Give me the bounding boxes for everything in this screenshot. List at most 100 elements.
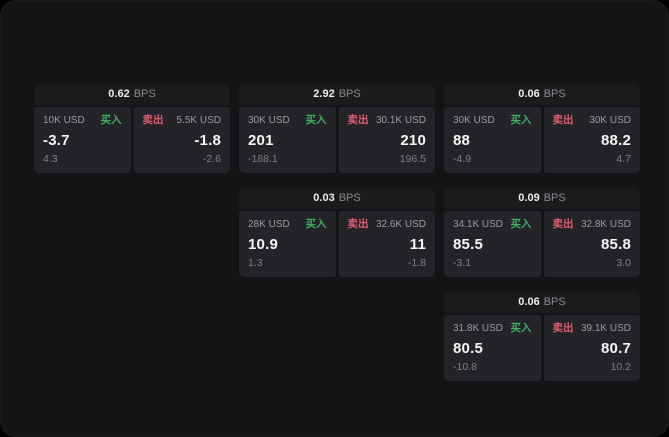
sell-panel[interactable]: 卖出 5.5K USD -1.8 -2.6	[133, 107, 230, 173]
quote-card: 0.62 BPS 10K USD 买入 -3.7 4.3 卖出 5.5K USD	[34, 84, 230, 173]
sell-price: 85.8	[601, 235, 631, 253]
buy-sub-value: 4.3	[43, 153, 58, 165]
sell-label: 卖出	[347, 218, 369, 230]
sell-amount: 32.8K USD	[580, 219, 631, 230]
sell-price: 80.7	[601, 339, 631, 357]
buy-label: 买入	[510, 218, 532, 230]
card-header: 0.06 BPS	[444, 292, 640, 313]
buy-amount: 10K USD	[43, 115, 85, 126]
sell-sub-value: 196.5	[399, 153, 426, 165]
buy-price: 10.9	[248, 235, 278, 253]
bps-unit-label: BPS	[543, 192, 566, 204]
sell-label: 卖出	[552, 218, 574, 230]
quote-card: 0.06 BPS 31.8K USD 买入 80.5 -10.8 卖出 39.1K…	[444, 292, 640, 381]
sell-panel-top: 卖出 39.1K USD	[553, 322, 632, 335]
quote-panels: 10K USD 买入 -3.7 4.3 卖出 5.5K USD -1.8 -2.…	[34, 107, 230, 173]
sell-sub-value: 10.2	[610, 361, 631, 373]
buy-panel-top: 31.8K USD 买入	[453, 322, 532, 335]
buy-panel-top: 30K USD 买入	[453, 114, 532, 127]
sell-label: 卖出	[552, 322, 574, 334]
buy-panel-top: 10K USD 买入	[43, 114, 122, 127]
quote-panels: 30K USD 买入 88 -4.9 卖出 30K USD 88.2 4.7	[444, 107, 640, 173]
bps-value: 0.09	[518, 192, 540, 204]
quote-panels: 30K USD 买入 201 -188.1 卖出 30.1K USD 210 1…	[239, 107, 435, 173]
buy-panel[interactable]: 31.8K USD 买入 80.5 -10.8	[444, 315, 541, 381]
buy-sub-value: 1.3	[248, 257, 263, 269]
sell-sub-value: -2.6	[202, 153, 221, 165]
cards-grid: 0.62 BPS 10K USD 买入 -3.7 4.3 卖出 5.5K USD	[34, 84, 640, 381]
buy-panel-top: 34.1K USD 买入	[453, 218, 532, 231]
buy-label: 买入	[510, 322, 532, 334]
buy-sub-value: -4.9	[453, 153, 472, 165]
buy-label: 买入	[510, 114, 532, 126]
buy-panel-top: 28K USD 买入	[248, 218, 327, 231]
buy-amount: 34.1K USD	[453, 219, 504, 230]
bps-unit-label: BPS	[338, 88, 361, 100]
buy-sub-value: -10.8	[453, 361, 477, 373]
sell-price: 210	[400, 131, 426, 149]
buy-price: 201	[248, 131, 274, 149]
buy-amount: 31.8K USD	[453, 323, 504, 334]
buy-price: 85.5	[453, 235, 483, 253]
card-header: 0.06 BPS	[444, 84, 640, 105]
sell-amount: 30.1K USD	[375, 115, 426, 126]
buy-label: 买入	[305, 218, 327, 230]
sell-sub-value: 4.7	[616, 153, 631, 165]
sell-panel-top: 卖出 32.8K USD	[553, 218, 632, 231]
quote-panels: 31.8K USD 买入 80.5 -10.8 卖出 39.1K USD 80.…	[444, 315, 640, 381]
bps-unit-label: BPS	[338, 192, 361, 204]
card-header: 2.92 BPS	[239, 84, 435, 105]
sell-panel-top: 卖出 32.6K USD	[348, 218, 427, 231]
sell-amount: 39.1K USD	[580, 323, 631, 334]
buy-amount: 30K USD	[248, 115, 290, 126]
bps-value: 2.92	[313, 88, 335, 100]
sell-panel[interactable]: 卖出 39.1K USD 80.7 10.2	[543, 315, 640, 381]
quote-card: 0.06 BPS 30K USD 买入 88 -4.9 卖出 30K USD	[444, 84, 640, 173]
sell-panel[interactable]: 卖出 30.1K USD 210 196.5	[338, 107, 435, 173]
quote-card: 0.03 BPS 28K USD 买入 10.9 1.3 卖出 32.6K USD	[239, 188, 435, 277]
card-header: 0.09 BPS	[444, 188, 640, 209]
bps-unit-label: BPS	[543, 296, 566, 308]
sell-amount: 30K USD	[589, 115, 631, 126]
bps-value: 0.03	[313, 192, 335, 204]
quote-panels: 34.1K USD 买入 85.5 -3.1 卖出 32.8K USD 85.8…	[444, 211, 640, 277]
card-header: 0.03 BPS	[239, 188, 435, 209]
card-header: 0.62 BPS	[34, 84, 230, 105]
bps-unit-label: BPS	[543, 88, 566, 100]
bps-value: 0.06	[518, 296, 540, 308]
buy-panel[interactable]: 28K USD 买入 10.9 1.3	[239, 211, 336, 277]
sell-sub-value: 3.0	[616, 257, 631, 269]
sell-panel-top: 卖出 30.1K USD	[348, 114, 427, 127]
sell-panel[interactable]: 卖出 32.6K USD 11 -1.8	[338, 211, 435, 277]
sell-panel[interactable]: 卖出 32.8K USD 85.8 3.0	[543, 211, 640, 277]
buy-label: 买入	[305, 114, 327, 126]
buy-sub-value: -3.1	[453, 257, 472, 269]
buy-amount: 28K USD	[248, 219, 290, 230]
sell-amount: 5.5K USD	[176, 115, 221, 126]
bps-unit-label: BPS	[133, 88, 156, 100]
buy-panel[interactable]: 30K USD 买入 201 -188.1	[239, 107, 336, 173]
sell-label: 卖出	[347, 114, 369, 126]
buy-price: 88	[453, 131, 471, 149]
buy-panel[interactable]: 30K USD 买入 88 -4.9	[444, 107, 541, 173]
buy-sub-value: -188.1	[248, 153, 278, 165]
sell-sub-value: -1.8	[407, 257, 426, 269]
sell-amount: 32.6K USD	[375, 219, 426, 230]
quote-card: 0.09 BPS 34.1K USD 买入 85.5 -3.1 卖出 32.8K …	[444, 188, 640, 277]
sell-price: 88.2	[601, 131, 631, 149]
quote-card: 2.92 BPS 30K USD 买入 201 -188.1 卖出 30.1K U…	[239, 84, 435, 173]
buy-panel-top: 30K USD 买入	[248, 114, 327, 127]
buy-panel[interactable]: 34.1K USD 买入 85.5 -3.1	[444, 211, 541, 277]
sell-label: 卖出	[142, 114, 164, 126]
buy-amount: 30K USD	[453, 115, 495, 126]
buy-panel[interactable]: 10K USD 买入 -3.7 4.3	[34, 107, 131, 173]
sell-label: 卖出	[552, 114, 574, 126]
sell-panel-top: 卖出 5.5K USD	[143, 114, 222, 127]
buy-price: 80.5	[453, 339, 483, 357]
sell-price: -1.8	[194, 131, 221, 149]
buy-label: 买入	[100, 114, 122, 126]
bps-value: 0.62	[108, 88, 130, 100]
bps-value: 0.06	[518, 88, 540, 100]
sell-panel[interactable]: 卖出 30K USD 88.2 4.7	[543, 107, 640, 173]
